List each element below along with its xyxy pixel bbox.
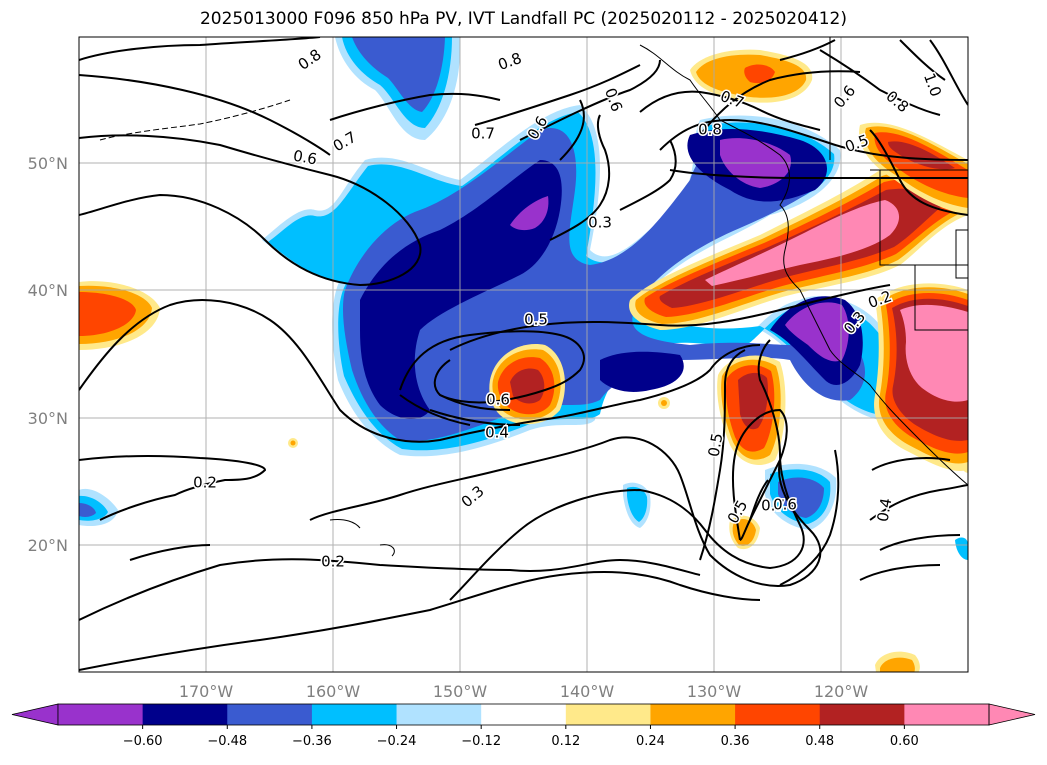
colorbar-tick-label: 0.24 [636,734,665,749]
contours [79,37,968,671]
contour-label: 0.6 [773,496,797,514]
lat-label-30n: 30°N [28,409,68,428]
colorbar-segment [311,704,398,725]
lon-label-130w: 130°W [687,682,742,701]
colorbar-ticks: −0.60 −0.48 −0.36 −0.24 −0.12 0.12 0.24 0.36 0.4… [123,725,919,749]
coastlines [99,37,968,557]
shade-negative [352,37,445,112]
shade-dot [963,463,968,473]
colorbar-segment [650,704,736,725]
lat-label-50n: 50°N [28,154,68,173]
contour-label: 0.7 [471,125,495,143]
colorbar-segment [565,704,651,725]
colorbar-segment [481,704,567,725]
contour-label: 0.2 [193,474,217,492]
lon-label-120w: 120°W [814,682,869,701]
plot-frame [78,36,969,673]
contour-label: 0.6 [486,391,510,409]
contour-label: 0.5 [524,311,548,329]
contour-label: 0.7 [761,497,785,515]
shade-dot [661,400,667,406]
colorbar [11,703,1036,726]
colorbar-tick-label: 0.48 [805,734,834,749]
lon-label-140w: 140°W [560,682,615,701]
shade-negative [955,537,968,560]
shade-positive [705,200,900,286]
shade-positive [888,141,955,170]
colorbar-tick-label: −0.24 [377,734,417,749]
shade-negative [778,477,824,518]
colorbar-tick-label: −0.60 [123,734,163,749]
colorbar-tick-label: −0.12 [461,734,501,749]
colorbar-segment [904,704,990,725]
shade-negative [342,128,865,441]
shade-negative [627,486,648,522]
shade-negative [510,196,549,231]
shade-positive [510,368,545,404]
colorbar-segment [735,704,821,725]
colorbar-segment [142,704,228,725]
lon-label-160w: 160°W [306,682,361,701]
colorbar-segment [819,704,905,725]
colorbar-tick-label: 0.36 [721,734,750,749]
contour-label: 0.8 [698,121,722,139]
shade-negative [79,503,96,517]
colorbar-segment [58,704,144,725]
colorbar-extend-low [11,703,59,726]
lon-label-170w: 170°W [179,682,234,701]
colorbar-outline [57,703,990,726]
shade-negative [600,351,684,392]
colorbar-segment [396,704,482,725]
colorbar-tick-label: 0.12 [551,734,580,749]
contour-label: 0.3 [588,214,612,232]
colorbar-segment [227,704,313,725]
colorbar-tick-label: 0.60 [890,734,919,749]
lat-label-40n: 40°N [28,281,68,300]
shade-positive [79,292,136,336]
contour-label: 0.2 [321,553,345,571]
shade-positive [744,64,775,84]
shade-negative [785,302,849,362]
colorbar-extend-high [988,703,1036,726]
map-title: 2025013000 F096 850 hPa PV, IVT Landfall… [199,9,847,29]
shade-dot [290,440,296,446]
contour-label: 0.4 [874,497,896,524]
colorbar-tick-label: −0.48 [207,734,247,749]
contour-label: 0.4 [485,424,509,442]
shade-positive [900,304,968,402]
colorbar-tick-label: −0.36 [292,734,332,749]
lat-label-20n: 20°N [28,536,68,555]
lon-label-150w: 150°W [433,682,488,701]
shade-positive [880,657,915,672]
